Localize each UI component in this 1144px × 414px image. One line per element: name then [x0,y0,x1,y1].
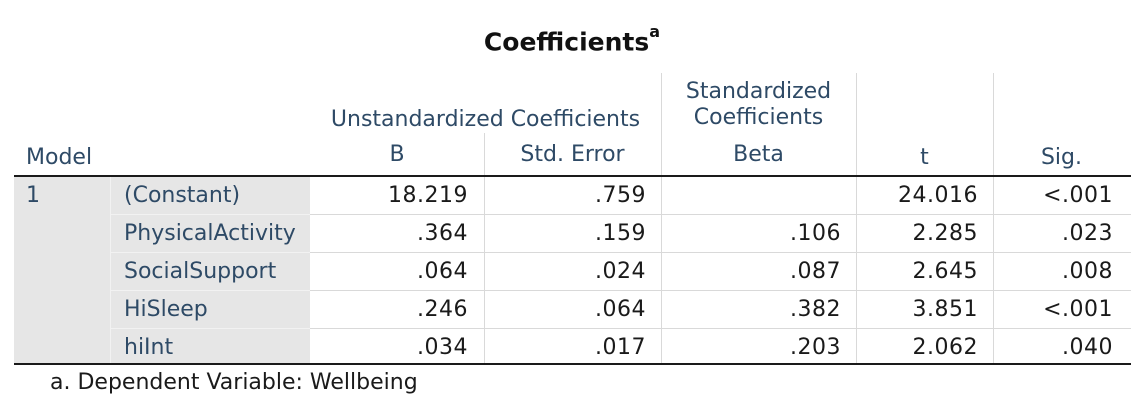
row-label: PhysicalActivity [124,221,296,246]
cell-sig: .023 [1062,221,1113,246]
header-separator [856,73,857,175]
cell-sig: .008 [1062,259,1113,284]
header-separator [484,133,485,175]
header-standardized-line1: Standardized [685,79,832,104]
label-gridline [110,290,310,291]
header-sig: Sig. [1040,145,1083,170]
body-separator [993,177,994,363]
cell-t: 24.016 [898,183,978,208]
cell-beta: .203 [790,335,841,360]
cell-beta: .087 [790,259,841,284]
body-separator [661,177,662,363]
row-label: (Constant) [124,183,241,208]
header-std-error: Std. Error [520,142,625,167]
cell-b: .246 [417,297,468,322]
label-gridline [110,214,310,215]
row-gridline [310,214,1131,215]
cell-t: 2.645 [912,259,978,284]
header-t: t [920,145,929,170]
cell-b: 18.219 [388,183,468,208]
cell-std-error: .759 [595,183,646,208]
body-separator [484,177,485,363]
cell-std-error: .024 [595,259,646,284]
cell-sig: <.001 [1043,297,1113,322]
row-label: HiSleep [124,297,208,322]
row-gridline [310,252,1131,253]
header-separator [993,73,994,175]
table-title-text: Coefficients [483,27,650,57]
header-model: Model [26,145,93,170]
label-gridline [110,328,310,329]
cell-t: 2.062 [912,335,978,360]
row-label: SocialSupport [124,259,277,284]
cell-beta: .106 [790,221,841,246]
title-footnote-marker: a [649,22,661,41]
header-unstandardized-coefficients: Unstandardized Coefficients [330,107,641,132]
header-beta: Beta [733,142,784,167]
cell-beta: .382 [790,297,841,322]
row-label: hiInt [124,335,174,360]
label-gridline [110,252,310,253]
footnote: a. Dependent Variable: Wellbeing [50,370,418,395]
row-gridline [310,328,1131,329]
bottom-rule [14,363,1131,365]
cell-t: 2.285 [912,221,978,246]
body-separator [856,177,857,363]
cell-sig: <.001 [1043,183,1113,208]
cell-sig: .040 [1062,335,1113,360]
cell-b: .034 [417,335,468,360]
cell-std-error: .159 [595,221,646,246]
cell-beta [661,177,841,215]
label-column-shade [14,177,310,363]
table-title: Coefficientsa [0,22,1144,57]
cell-t: 3.851 [912,297,978,322]
label-separator [110,177,111,363]
header-standardized-line2: Coefficients [693,105,824,130]
header-rule [14,175,1131,177]
cell-b: .064 [417,259,468,284]
cell-std-error: .017 [595,335,646,360]
cell-b: .364 [417,221,468,246]
header-separator [661,73,662,175]
row-gridline [310,290,1131,291]
cell-std-error: .064 [595,297,646,322]
header-b: B [389,142,405,167]
model-number: 1 [26,183,40,208]
